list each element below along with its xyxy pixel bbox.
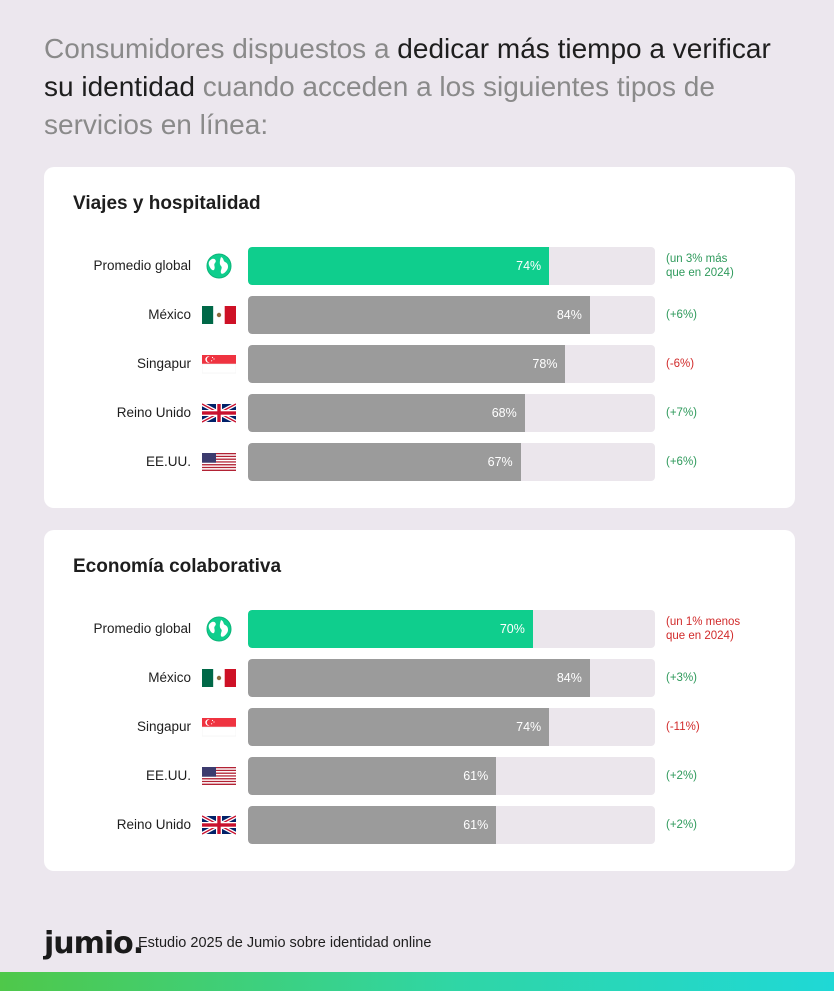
- row-label: Promedio global: [93, 258, 191, 273]
- chart-title: Economía colaborativa: [73, 556, 282, 577]
- change-annotation: (+6%): [666, 309, 697, 321]
- bar-value-label: 70%: [499, 622, 525, 636]
- bar: 74%: [248, 247, 550, 285]
- bar-value-label: 61%: [463, 818, 489, 832]
- bar-value-label: 84%: [556, 671, 582, 685]
- chart-card-gig-economy: Economía colaborativa Promedio global 70%…: [44, 530, 795, 871]
- change-annotation: (un 3% más que en 2024): [666, 253, 734, 279]
- bar-value-label: 67%: [487, 455, 513, 469]
- bar: 74%: [248, 708, 550, 746]
- bar-row: EE.UU. 67% (+6%): [44, 443, 795, 481]
- row-label: Reino Unido: [116, 817, 191, 832]
- flag-singapore-icon: [201, 714, 237, 740]
- bar-track: 84%: [248, 659, 655, 697]
- bar-value-label: 68%: [491, 406, 517, 420]
- row-label: México: [148, 307, 191, 322]
- chart-title: Viajes y hospitalidad: [73, 193, 261, 214]
- bottom-gradient-strip: [0, 972, 834, 991]
- bar: 61%: [248, 757, 497, 795]
- bar-value-label: 74%: [516, 259, 542, 273]
- change-annotation: (+6%): [666, 456, 697, 468]
- row-label: Singapur: [136, 356, 191, 371]
- bar-track: 74%: [248, 708, 655, 746]
- bar-value-label: 61%: [463, 769, 489, 783]
- page-headline: Consumidores dispuestos a dedicar más ti…: [44, 30, 804, 144]
- bar: 84%: [248, 296, 590, 334]
- bar-track: 84%: [248, 296, 655, 334]
- headline-part-1: Consumidores dispuestos a: [44, 33, 398, 64]
- bar-track: 70%: [248, 610, 655, 648]
- headline-part-2: cuando acceden a los siguientes tipos de…: [44, 71, 715, 140]
- bar-row: Reino Unido 68% (+7%): [44, 394, 795, 432]
- globe-icon: [202, 616, 236, 642]
- headline-highlight: dedicar más tiempo a verificar su identi…: [44, 33, 771, 102]
- bar: 70%: [248, 610, 533, 648]
- bar-track: 74%: [248, 247, 655, 285]
- bar-row: México 84% (+3%): [44, 659, 795, 697]
- change-annotation: (-6%): [666, 358, 695, 370]
- bar-value-label: 78%: [532, 357, 558, 371]
- bar-track: 61%: [248, 757, 655, 795]
- flag-usa-icon: [202, 449, 236, 475]
- bar: 68%: [248, 394, 525, 432]
- bar: 78%: [248, 345, 566, 383]
- globe-icon: [202, 253, 236, 279]
- footer-source: Estudio 2025 de Jumio sobre identidad on…: [138, 935, 432, 951]
- jumio-logo: jumio.: [44, 926, 144, 961]
- change-annotation: (un 1% menos que en 2024): [666, 616, 741, 642]
- bar: 67%: [248, 443, 521, 481]
- change-annotation: (-11%): [666, 721, 700, 733]
- chart-card-travel: Viajes y hospitalidad Promedio global 74%…: [44, 167, 795, 508]
- row-label: Reino Unido: [116, 405, 191, 420]
- row-label: México: [148, 670, 191, 685]
- bar-track: 67%: [248, 443, 655, 481]
- bar: 84%: [248, 659, 590, 697]
- flag-mexico-icon: [202, 665, 236, 691]
- row-label: EE.UU.: [145, 768, 191, 783]
- bar-row: Promedio global 74% (un 3% más que en 2024…: [44, 247, 795, 285]
- flag-uk-icon: [201, 812, 237, 838]
- row-label: Singapur: [136, 719, 191, 734]
- bar-row: México 84% (+6%): [44, 296, 795, 334]
- row-label: EE.UU.: [145, 454, 191, 469]
- row-label: Promedio global: [93, 621, 191, 636]
- bar-row: Promedio global 70% (un 1% menos que en 20…: [44, 610, 795, 648]
- bar-track: 78%: [248, 345, 655, 383]
- flag-usa-icon: [202, 763, 236, 789]
- bar-track: 68%: [248, 394, 655, 432]
- bar-row: Singapur 78% (-6%): [44, 345, 795, 383]
- bar-row: Singapur 74% (-11%): [44, 708, 795, 746]
- bar-row: EE.UU. 61% (+2%): [44, 757, 795, 795]
- flag-mexico-icon: [202, 302, 236, 328]
- bar-row: Reino Unido 61% (+2%): [44, 806, 795, 844]
- change-annotation: (+3%): [666, 672, 697, 684]
- flag-singapore-icon: [201, 351, 237, 377]
- bar: 61%: [248, 806, 497, 844]
- flag-uk-icon: [201, 400, 237, 426]
- change-annotation: (+2%): [666, 819, 697, 831]
- bar-value-label: 84%: [556, 308, 582, 322]
- change-annotation: (+7%): [666, 407, 697, 419]
- change-annotation: (+2%): [666, 770, 697, 782]
- bar-track: 61%: [248, 806, 655, 844]
- bar-value-label: 74%: [516, 720, 542, 734]
